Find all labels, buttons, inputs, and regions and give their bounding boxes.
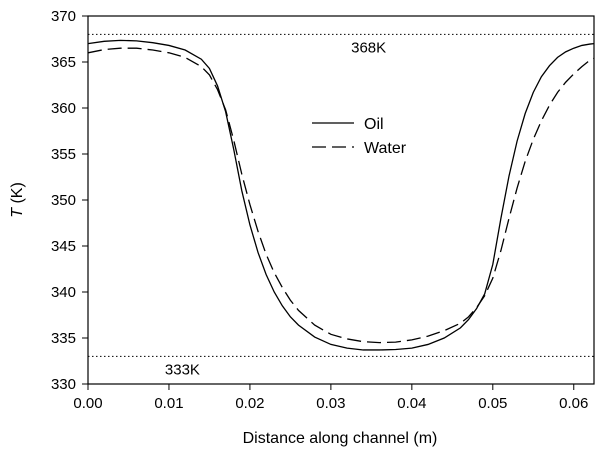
plot-frame	[87, 15, 595, 385]
legend-label-water: Water	[364, 140, 407, 157]
y-axis-label-variable: T	[9, 207, 26, 218]
legend-label-oil: Oil	[364, 116, 384, 133]
y-tick-label: 350	[51, 192, 76, 209]
y-tick-label: 360	[51, 100, 76, 117]
series-line-water	[87, 47, 595, 344]
series-line-oil	[87, 39, 595, 351]
reference-line-label: 333K	[165, 361, 200, 378]
x-tick-label: 0.00	[73, 395, 102, 412]
y-axis-label-unit: (K)	[9, 182, 26, 208]
x-tick-label: 0.02	[235, 395, 264, 412]
y-tick-label: 345	[51, 238, 76, 255]
reference-line-label: 368K	[351, 39, 386, 56]
y-tick-label: 365	[51, 54, 76, 71]
series-lines	[87, 39, 595, 351]
x-tick-label: 0.03	[316, 395, 345, 412]
y-tick-label: 335	[51, 330, 76, 347]
reference-lines: 368K 333K	[88, 33, 594, 378]
y-axis-label: T (K)	[9, 182, 26, 218]
x-tick-label: 0.01	[154, 395, 183, 412]
y-tick-label: 330	[51, 376, 76, 393]
y-tick-label: 355	[51, 146, 76, 163]
y-tick-label: 370	[51, 8, 76, 25]
x-tick-label: 0.05	[478, 395, 507, 412]
x-tick-label: 0.06	[559, 395, 588, 412]
axes: 0.00 0.01 0.02 0.03 0.04 0.05 0.06 330 335 340 345…	[51, 8, 595, 412]
x-tick-label: 0.04	[397, 395, 426, 412]
x-axis-label: Distance along channel (m)	[243, 430, 438, 447]
y-tick-label: 340	[51, 284, 76, 301]
legend: Oil Water	[312, 116, 407, 157]
